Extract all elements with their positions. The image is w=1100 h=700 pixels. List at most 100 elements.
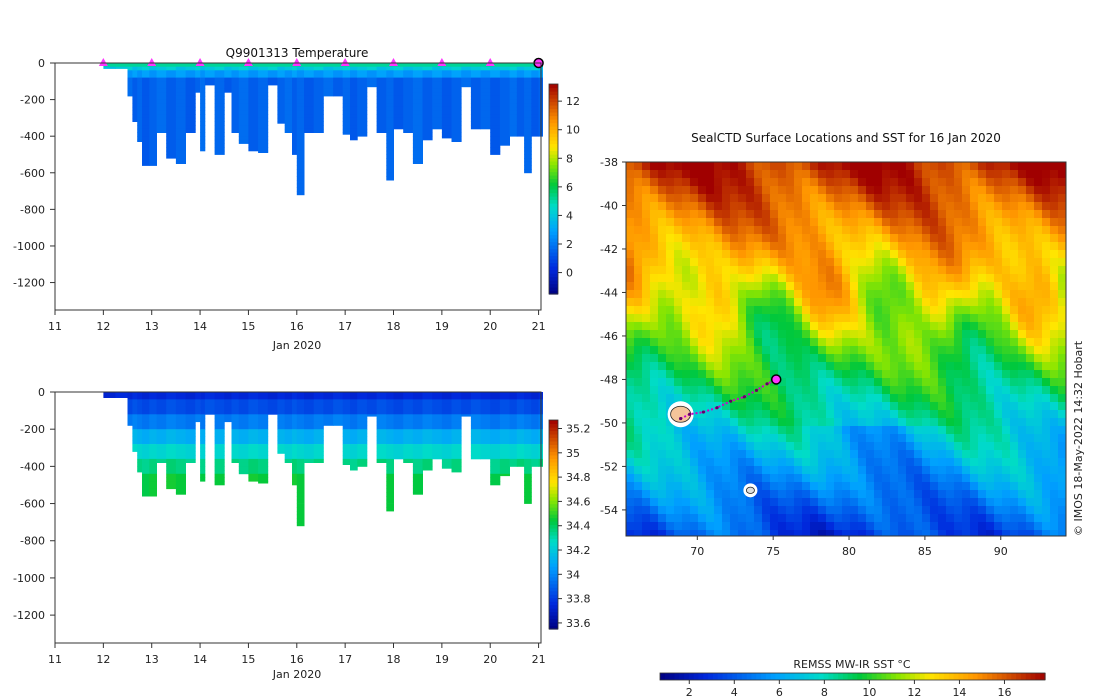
sst-pixel xyxy=(1042,234,1051,243)
section-cell xyxy=(142,473,150,478)
section-cell xyxy=(277,85,286,90)
colorbar-segment xyxy=(549,227,558,232)
section-cell xyxy=(509,429,518,434)
section-cell xyxy=(412,455,423,460)
colorbar-segment xyxy=(549,108,558,113)
sst-pixel xyxy=(986,458,995,467)
section-cell xyxy=(412,436,423,441)
section-cell xyxy=(277,110,286,115)
sst-pixel xyxy=(1018,194,1027,203)
sst-pixel xyxy=(682,370,691,379)
x-tick-label: 80 xyxy=(842,545,856,558)
sst-pixel xyxy=(1050,386,1059,395)
section-cell xyxy=(350,70,358,75)
sst-pixel xyxy=(834,258,843,267)
colorbar-segment xyxy=(549,517,558,522)
colorbar-segment xyxy=(549,433,558,439)
sst-pixel xyxy=(1002,234,1011,243)
sst-pixel xyxy=(698,170,707,179)
section-cell xyxy=(142,477,150,482)
sst-pixel xyxy=(786,490,795,499)
sst-pixel xyxy=(874,282,883,291)
section-cell xyxy=(490,466,501,471)
sst-pixel xyxy=(690,458,699,467)
sst-pixel xyxy=(730,226,739,235)
section-cell xyxy=(175,492,186,495)
sst-pixel xyxy=(666,370,675,379)
sst-pixel xyxy=(778,410,787,419)
sst-pixel xyxy=(882,250,891,259)
section-cell xyxy=(412,421,423,426)
section-cell xyxy=(149,421,157,426)
sst-pixel xyxy=(778,258,787,267)
sst-pixel xyxy=(730,450,739,459)
sst-pixel xyxy=(666,450,675,459)
sst-pixel xyxy=(938,514,947,523)
sst-pixel xyxy=(962,242,971,251)
section-cell xyxy=(224,414,232,419)
sst-pixel xyxy=(882,418,891,427)
colorbar-tick-label: 8 xyxy=(821,686,828,699)
sst-pixel xyxy=(714,306,723,315)
sst-pixel xyxy=(666,458,675,467)
section-cell xyxy=(524,165,532,170)
sst-pixel xyxy=(922,378,931,387)
sst-pixel xyxy=(1034,202,1043,211)
sst-pixel xyxy=(666,394,675,403)
section-cell xyxy=(516,462,525,467)
sst-pixel xyxy=(954,170,963,179)
sst-pixel xyxy=(1058,466,1067,475)
sst-pixel xyxy=(1050,202,1059,211)
section-cell xyxy=(313,66,324,71)
section-cell xyxy=(386,121,394,126)
sst-pixel xyxy=(730,458,739,467)
section-cell xyxy=(127,77,133,82)
sst-pixel xyxy=(842,458,851,467)
section-cell xyxy=(490,99,501,104)
sst-pixel xyxy=(858,194,867,203)
sst-pixel xyxy=(914,370,923,379)
sst-pixel xyxy=(626,242,635,251)
sst-pixel xyxy=(1026,218,1035,227)
sst-pixel xyxy=(906,250,915,259)
section-cell xyxy=(156,63,167,68)
sst-pixel xyxy=(666,194,675,203)
sst-pixel xyxy=(986,378,995,387)
sst-pixel xyxy=(642,466,651,475)
sst-pixel xyxy=(954,258,963,267)
sst-pixel xyxy=(666,258,675,267)
section-cell xyxy=(386,440,394,445)
section-cell xyxy=(524,410,532,415)
section-cell xyxy=(531,88,539,93)
sst-pixel xyxy=(1042,162,1051,171)
section-cell xyxy=(393,66,404,71)
sst-pixel xyxy=(802,266,811,275)
sst-pixel xyxy=(1042,442,1051,451)
sst-pixel xyxy=(1058,226,1067,235)
sst-pixel xyxy=(1050,186,1059,195)
sst-pixel xyxy=(850,466,859,475)
sst-pixel xyxy=(978,482,987,491)
section-cell xyxy=(149,458,157,463)
section-cell xyxy=(441,117,452,122)
sst-pixel xyxy=(666,314,675,323)
section-cell xyxy=(166,440,177,445)
section-cell xyxy=(490,432,501,437)
sst-pixel xyxy=(826,402,835,411)
section-cell xyxy=(490,110,501,115)
sst-pixel xyxy=(634,314,643,323)
section-cell xyxy=(509,395,518,400)
sst-pixel xyxy=(858,514,867,523)
sst-pixel xyxy=(1018,186,1027,195)
section-cell xyxy=(166,136,177,141)
section-cell xyxy=(304,74,315,79)
sst-pixel xyxy=(1042,394,1051,403)
colorbar-segment xyxy=(1016,673,1022,680)
section-cell xyxy=(516,429,525,434)
sst-pixel xyxy=(954,418,963,427)
section-cell xyxy=(524,132,532,137)
sst-pixel xyxy=(1058,250,1067,259)
section-cell xyxy=(524,66,532,71)
section-cell xyxy=(238,436,249,441)
sst-pixel xyxy=(634,194,643,203)
